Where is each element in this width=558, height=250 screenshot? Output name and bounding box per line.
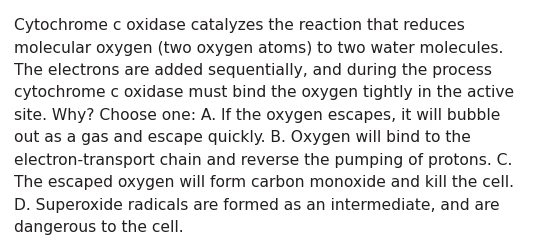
Text: D. Superoxide radicals are formed as an intermediate, and are: D. Superoxide radicals are formed as an … [14, 197, 499, 212]
Text: cytochrome c oxidase must bind the oxygen tightly in the active: cytochrome c oxidase must bind the oxyge… [14, 85, 514, 100]
Text: electron-transport chain and reverse the pumping of protons. C.: electron-transport chain and reverse the… [14, 152, 512, 167]
Text: Cytochrome c oxidase catalyzes the reaction that reduces: Cytochrome c oxidase catalyzes the react… [14, 18, 465, 33]
Text: out as a gas and escape quickly. B. Oxygen will bind to the: out as a gas and escape quickly. B. Oxyg… [14, 130, 471, 145]
Text: dangerous to the cell.: dangerous to the cell. [14, 220, 184, 234]
Text: The electrons are added sequentially, and during the process: The electrons are added sequentially, an… [14, 63, 492, 78]
Text: The escaped oxygen will form carbon monoxide and kill the cell.: The escaped oxygen will form carbon mono… [14, 175, 514, 190]
Text: molecular oxygen (two oxygen atoms) to two water molecules.: molecular oxygen (two oxygen atoms) to t… [14, 40, 503, 55]
Text: site. Why? Choose one: A. If the oxygen escapes, it will bubble: site. Why? Choose one: A. If the oxygen … [14, 108, 501, 122]
